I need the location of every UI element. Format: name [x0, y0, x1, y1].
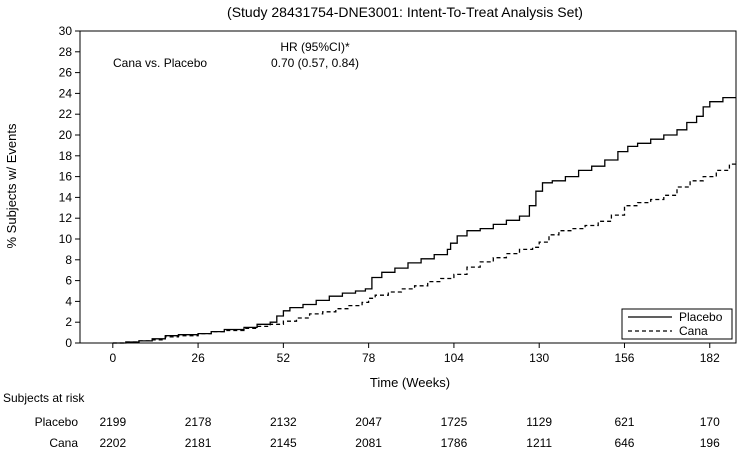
x-tick-label: 182 — [700, 351, 720, 365]
risk-value-placebo: 170 — [700, 415, 720, 429]
annotation-hr-value: 0.70 (0.57, 0.84) — [271, 56, 359, 70]
x-tick-label: 52 — [277, 351, 291, 365]
risk-value-placebo: 2178 — [185, 415, 212, 429]
x-axis-label: Time (Weeks) — [370, 375, 450, 390]
risk-value-placebo: 2132 — [270, 415, 297, 429]
x-tick-label: 0 — [109, 351, 116, 365]
plot-frame — [79, 30, 737, 344]
y-tick-label: 28 — [59, 45, 73, 59]
y-tick-label: 2 — [65, 315, 72, 329]
y-tick-label: 22 — [59, 107, 73, 121]
risk-value-placebo: 1129 — [526, 415, 552, 429]
risk-values: 2199 2178 2132 2047 1725 1129 621 170 2202 2181 21… — [99, 415, 720, 450]
risk-value-placebo: 2199 — [99, 415, 126, 429]
y-tick-label: 14 — [59, 190, 73, 204]
risk-row-label-cana: Cana — [49, 436, 78, 450]
annotation-comparison: Cana vs. Placebo — [113, 56, 207, 70]
chart-title: (Study 28431754-DNE3001: Intent-To-Treat… — [227, 4, 583, 20]
risk-value-placebo: 621 — [614, 415, 634, 429]
risk-row-label-placebo: Placebo — [35, 415, 79, 429]
annotation-hr-header: HR (95%CI)* — [280, 40, 350, 54]
risk-value-cana: 2202 — [99, 436, 126, 450]
y-axis-label: % Subjects w/ Events — [4, 123, 19, 248]
legend-label-placebo: Placebo — [679, 310, 723, 324]
y-tick-label: 18 — [59, 149, 73, 163]
series-lines — [112, 96, 737, 344]
y-tick-label: 4 — [65, 294, 72, 308]
risk-table: Subjects at risk Placebo Cana 2199 2178 21… — [3, 391, 720, 450]
y-tick-label: 20 — [59, 128, 73, 142]
legend: Placebo Cana — [621, 308, 733, 340]
risk-value-cana: 196 — [700, 436, 720, 450]
risk-value-placebo: 2047 — [355, 415, 382, 429]
hr-annotation: Cana vs. Placebo HR (95%CI)* 0.70 (0.57,… — [113, 40, 359, 70]
risk-value-cana: 1211 — [526, 436, 552, 450]
legend-box — [621, 308, 733, 340]
x-tick-label: 78 — [362, 351, 376, 365]
risk-value-cana: 646 — [614, 436, 634, 450]
risk-value-placebo: 1725 — [441, 415, 468, 429]
series-line-placebo — [112, 96, 736, 344]
y-tick-label: 8 — [65, 253, 72, 267]
risk-value-cana: 1786 — [441, 436, 468, 450]
risk-table-header: Subjects at risk — [3, 391, 85, 405]
y-tick-label: 0 — [65, 336, 72, 350]
y-tick-label: 6 — [65, 274, 72, 288]
x-tick-label: 26 — [191, 351, 205, 365]
y-tick-label: 26 — [59, 66, 73, 80]
legend-label-cana: Cana — [679, 324, 708, 338]
x-tick-label: 104 — [444, 351, 464, 365]
y-tick-label: 12 — [59, 211, 73, 225]
y-tick-label: 30 — [59, 24, 73, 38]
y-tick-label: 16 — [59, 170, 73, 184]
plot-area-border — [79, 30, 737, 344]
x-tick-label: 130 — [529, 351, 549, 365]
y-tick-label: 10 — [59, 232, 73, 246]
x-axis-ticks: 0 26 52 78 104 130 156 182 — [109, 343, 720, 365]
y-tick-label: 24 — [59, 86, 73, 100]
risk-value-cana: 2145 — [270, 436, 297, 450]
x-tick-label: 156 — [614, 351, 634, 365]
risk-value-cana: 2081 — [355, 436, 382, 450]
risk-value-cana: 2181 — [185, 436, 212, 450]
